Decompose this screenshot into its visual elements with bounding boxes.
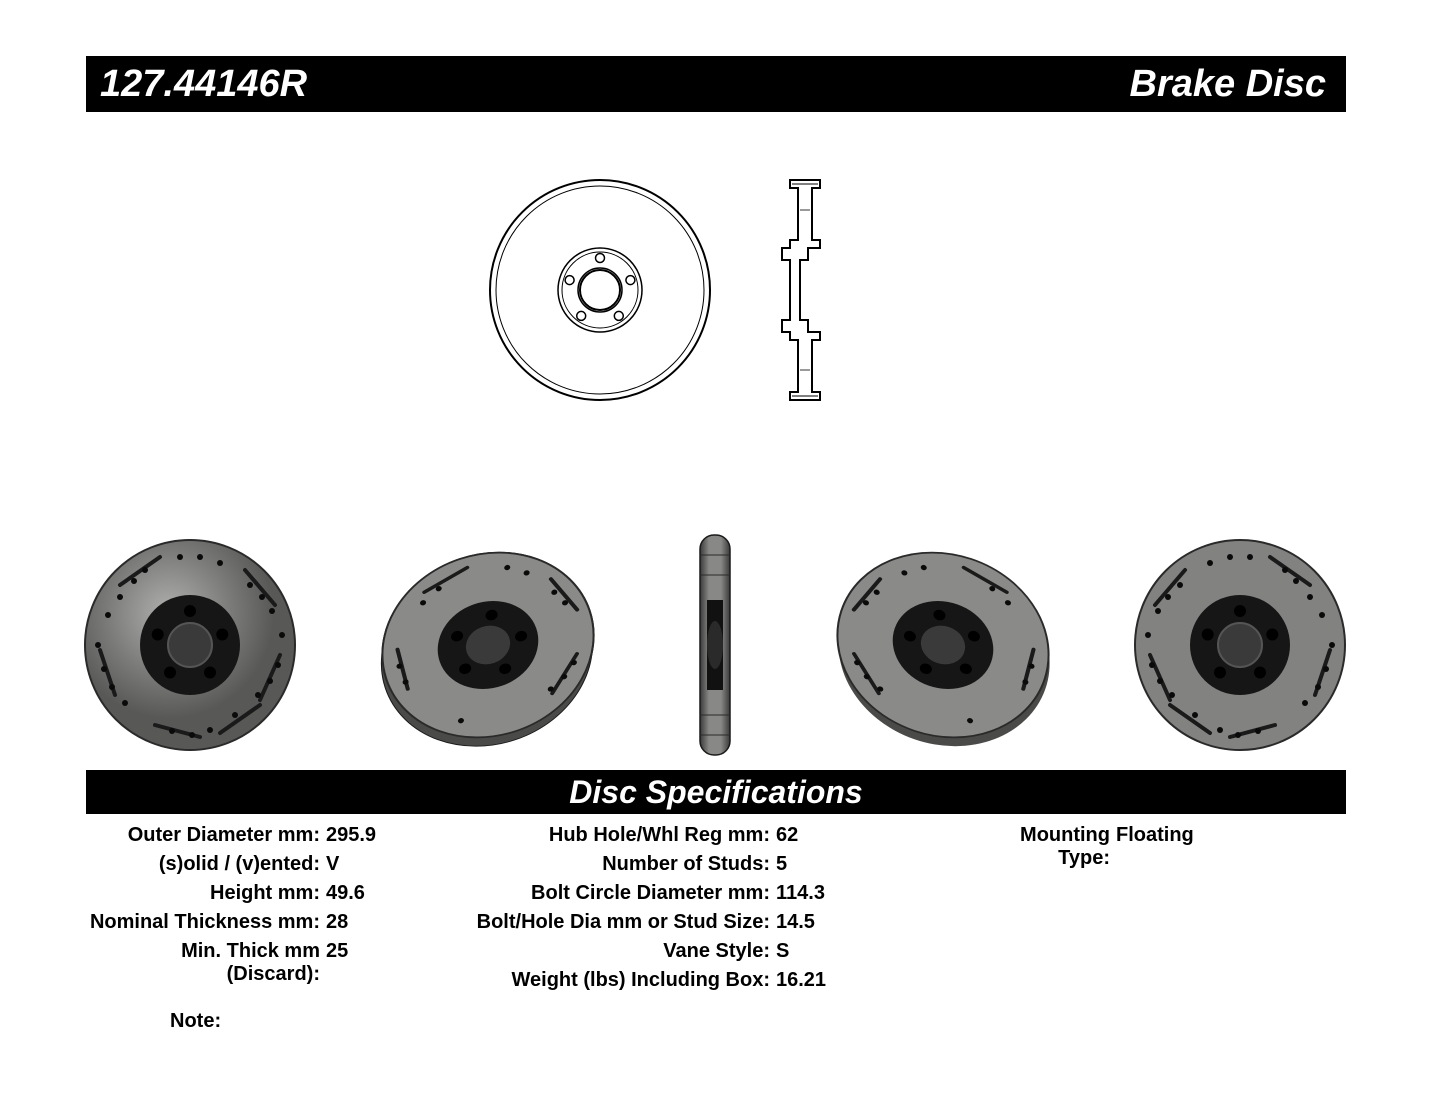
- spec-row: Nominal Thickness mm:28: [86, 911, 466, 934]
- spec-row: Bolt Circle Diameter mm:114.3: [466, 882, 936, 905]
- product-photo-row: [80, 530, 1350, 760]
- spec-label: Number of Studs:: [466, 853, 776, 876]
- spec-column-3: Mounting Type:Floating: [936, 824, 1336, 992]
- spec-title-bar: Disc Specifications: [86, 770, 1346, 814]
- rotor-photo-angle-2: [833, 535, 1053, 755]
- spec-value: 28: [326, 911, 348, 934]
- rotor-photo-edge: [675, 530, 755, 760]
- spec-row: Height mm:49.6: [86, 882, 466, 905]
- rotor-photo-angle-1: [378, 535, 598, 755]
- spec-row: (s)olid / (v)ented:V: [86, 853, 466, 876]
- header-bar: 127.44146R Brake Disc: [86, 56, 1346, 112]
- spec-row: Bolt/Hole Dia mm or Stud Size:14.5: [466, 911, 936, 934]
- spec-row: Number of Studs:5: [466, 853, 936, 876]
- spec-value: Floating: [1116, 824, 1194, 847]
- product-type: Brake Disc: [1130, 63, 1326, 106]
- spec-title: Disc Specifications: [569, 774, 862, 811]
- spec-row: Outer Diameter mm:295.9: [86, 824, 466, 847]
- spec-label: Hub Hole/Whl Reg mm:: [466, 824, 776, 847]
- technical-drawing: [470, 160, 890, 420]
- spec-column-2: Hub Hole/Whl Reg mm:62 Number of Studs:5…: [466, 824, 936, 992]
- spec-value: S: [776, 940, 789, 963]
- spec-row: Hub Hole/Whl Reg mm:62: [466, 824, 936, 847]
- spec-row: Vane Style:S: [466, 940, 936, 963]
- spec-label: Height mm:: [86, 882, 326, 905]
- spec-column-1: Outer Diameter mm:295.9 (s)olid / (v)ent…: [86, 824, 466, 992]
- spec-row: Mounting Type:Floating: [936, 824, 1336, 870]
- spec-value: 5: [776, 853, 787, 876]
- spec-value: V: [326, 853, 339, 876]
- spec-row: Weight (lbs) Including Box:16.21: [466, 969, 936, 992]
- spec-label: Outer Diameter mm:: [86, 824, 326, 847]
- rotor-photo-front-2: [1130, 535, 1350, 755]
- spec-value: 49.6: [326, 882, 365, 905]
- spec-label: Nominal Thickness mm:: [86, 911, 326, 934]
- spec-row: Min. Thick mm (Discard):25: [86, 940, 466, 986]
- spec-value: 62: [776, 824, 798, 847]
- spec-value: 295.9: [326, 824, 376, 847]
- spec-value: 25: [326, 940, 348, 963]
- spec-label: Bolt Circle Diameter mm:: [466, 882, 776, 905]
- spec-value: 14.5: [776, 911, 815, 934]
- spec-label: Weight (lbs) Including Box:: [466, 969, 776, 992]
- note-label: Note:: [170, 1010, 221, 1033]
- spec-value: 114.3: [776, 882, 825, 905]
- spec-label: (s)olid / (v)ented:: [86, 853, 326, 876]
- rotor-photo-front: [80, 535, 300, 755]
- spec-label: Min. Thick mm (Discard):: [86, 940, 326, 986]
- spec-table: Outer Diameter mm:295.9 (s)olid / (v)ent…: [86, 824, 1346, 992]
- spec-label: Mounting Type:: [936, 824, 1116, 870]
- part-number: 127.44146R: [100, 63, 307, 106]
- spec-value: 16.21: [776, 969, 826, 992]
- spec-label: Bolt/Hole Dia mm or Stud Size:: [466, 911, 776, 934]
- spec-label: Vane Style:: [466, 940, 776, 963]
